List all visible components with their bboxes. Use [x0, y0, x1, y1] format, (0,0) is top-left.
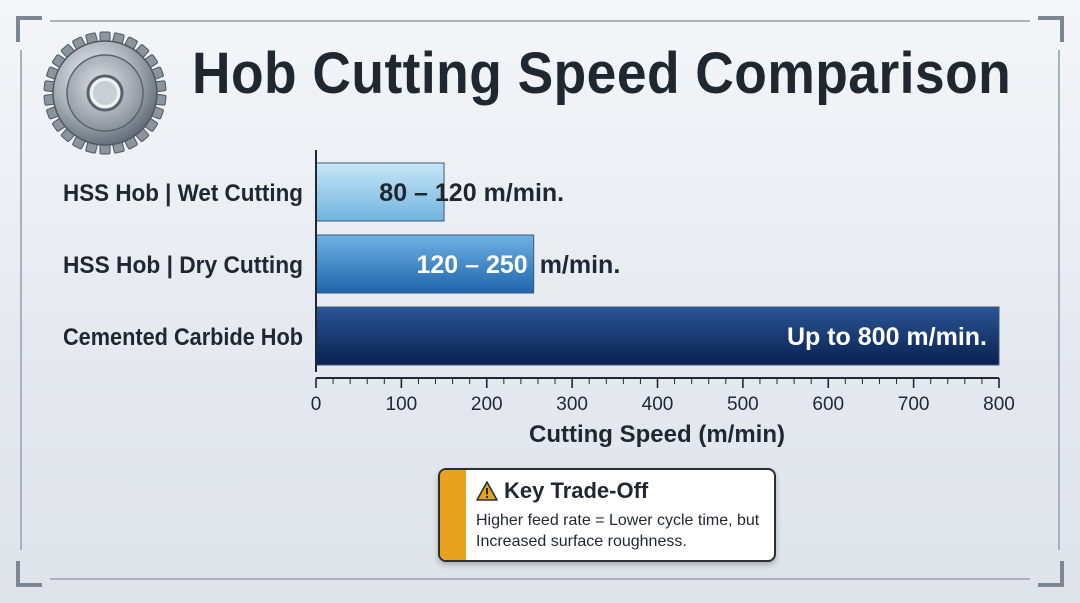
x-tick-label: 300 [556, 394, 588, 415]
warning-icon [476, 481, 498, 501]
x-tick-label: 100 [386, 394, 418, 415]
category-label-2: Cemented Carbide Hob [63, 324, 303, 351]
bar-1 [315, 234, 535, 294]
frame-corner-top-left [16, 16, 42, 42]
trade-off-callout: Key Trade-Off Higher feed rate = Lower c… [438, 468, 776, 562]
callout-accent-bar [440, 470, 466, 560]
value-label-1: 120 – 250 [416, 251, 527, 279]
callout-text: Higher feed rate = Lower cycle time, but… [476, 512, 760, 550]
x-tick-label: 200 [471, 394, 503, 415]
x-axis-title: Cutting Speed (m/min) [529, 421, 785, 448]
gear-icon [43, 31, 167, 155]
callout-header: Key Trade-Off [476, 478, 648, 504]
frame-corner-bottom-right [1038, 561, 1064, 587]
bar-0 [315, 162, 445, 222]
category-label-0: HSS Hob | Wet Cutting [63, 180, 303, 207]
value-label-0: 80 – 120 m/min. [379, 179, 564, 207]
callout-heading: Key Trade-Off [504, 478, 649, 503]
x-tick-label: 800 [983, 394, 1015, 415]
x-tick-label: 600 [812, 394, 844, 415]
frame-bottom-line [50, 578, 1030, 580]
category-label-1: HSS Hob | Dry Cutting [63, 252, 303, 279]
frame-corner-top-right [1038, 16, 1064, 42]
frame-right-line [1058, 50, 1060, 550]
x-tick-label: 700 [898, 394, 930, 415]
frame-left-line [20, 50, 22, 550]
frame-top-line [50, 20, 1030, 22]
value-unit-1: m/min. [540, 251, 621, 279]
page-title: Hob Cutting Speed Comparison [192, 41, 1012, 106]
x-tick-label: 500 [727, 394, 759, 415]
bar-2 [315, 306, 1000, 366]
value-label-2: Up to 800 m/min. [787, 323, 987, 351]
x-tick-label: 0 [311, 394, 322, 415]
x-tick-label: 400 [642, 394, 674, 415]
frame-corner-bottom-left [16, 561, 42, 587]
